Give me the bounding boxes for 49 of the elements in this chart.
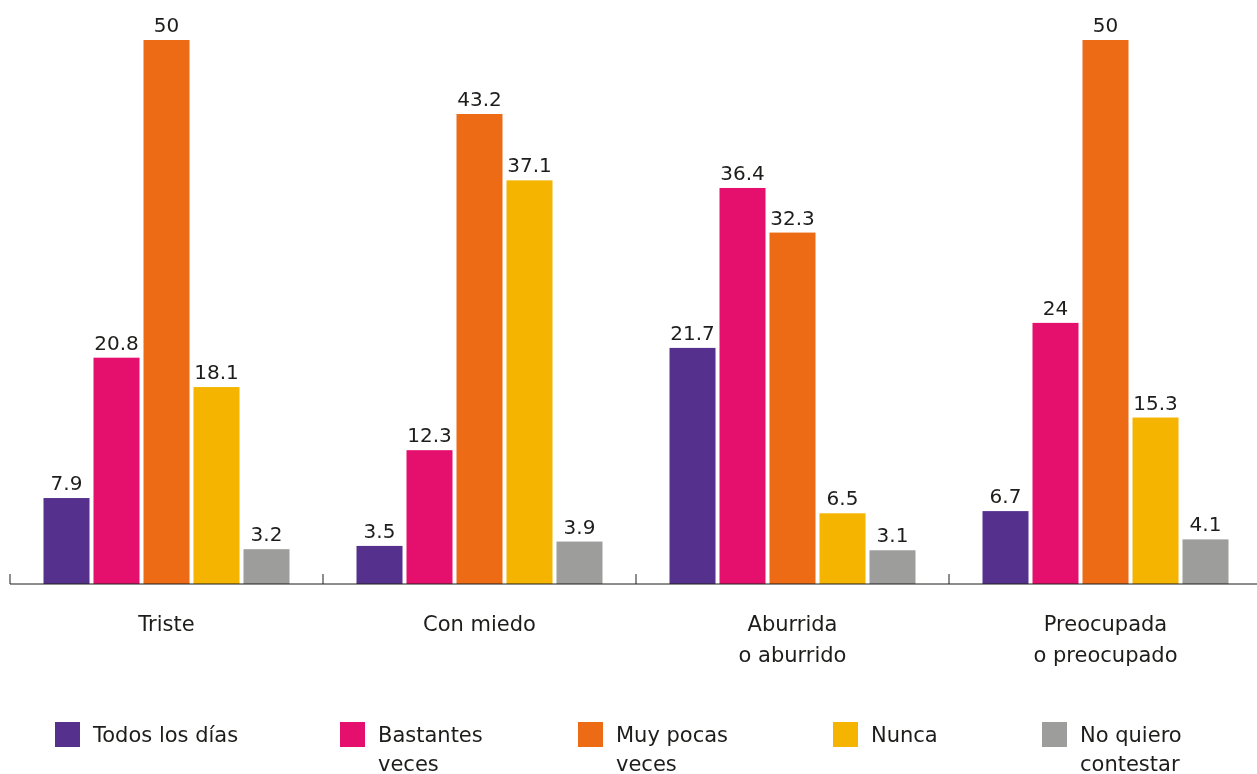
legend-label: Bastantes veces: [378, 723, 483, 774]
data-label: 7.9: [50, 471, 83, 496]
data-label: 21.7: [670, 320, 715, 345]
bar: [43, 498, 90, 584]
bar: [143, 40, 190, 584]
x-tick-label: Con miedo: [423, 612, 536, 636]
bar: [456, 113, 503, 584]
data-label: 15.3: [1133, 390, 1178, 415]
legend-label: Muy pocas veces: [616, 723, 729, 774]
bar: [193, 387, 240, 584]
bar: [1132, 417, 1179, 584]
bar: [243, 549, 290, 584]
data-label: 18.1: [194, 360, 239, 385]
bar: [982, 511, 1029, 584]
bar: [93, 357, 140, 584]
bar: [1082, 40, 1129, 584]
data-label: 37.1: [507, 153, 552, 178]
legend-label: No quiero contestar: [1080, 723, 1182, 774]
data-label: 36.4: [720, 160, 765, 185]
data-label: 3.2: [250, 522, 283, 547]
data-label: 12.3: [407, 423, 452, 448]
x-tick-label: Preocupada o preocupado: [1033, 612, 1178, 667]
legend-label: Nunca: [871, 723, 938, 747]
bar: [406, 450, 453, 584]
bar: [506, 180, 553, 584]
x-tick-label: Triste: [137, 612, 195, 636]
bar: [719, 187, 766, 584]
bar: [1182, 539, 1229, 584]
data-label: 4.1: [1189, 512, 1222, 537]
data-label: 6.5: [826, 486, 859, 511]
data-label: 3.9: [563, 514, 596, 539]
bar: [356, 545, 403, 584]
bar: [869, 550, 916, 584]
data-label: 50: [153, 13, 180, 37]
bar: [556, 541, 603, 584]
legend-label: Todos los días: [92, 723, 239, 747]
bar: [819, 513, 866, 584]
bar: [1032, 322, 1079, 584]
data-label: 3.1: [876, 523, 909, 548]
bar: [669, 347, 716, 584]
data-label: 50: [1092, 13, 1119, 37]
bar: [769, 232, 816, 584]
x-tick-label: Aburrida o aburrido: [738, 612, 847, 667]
data-label: 6.7: [989, 484, 1022, 509]
data-label: 24: [1042, 295, 1069, 320]
data-label: 20.8: [94, 330, 139, 355]
data-label: 3.5: [363, 518, 396, 543]
data-label: 32.3: [770, 205, 815, 230]
data-label: 43.2: [457, 86, 502, 111]
